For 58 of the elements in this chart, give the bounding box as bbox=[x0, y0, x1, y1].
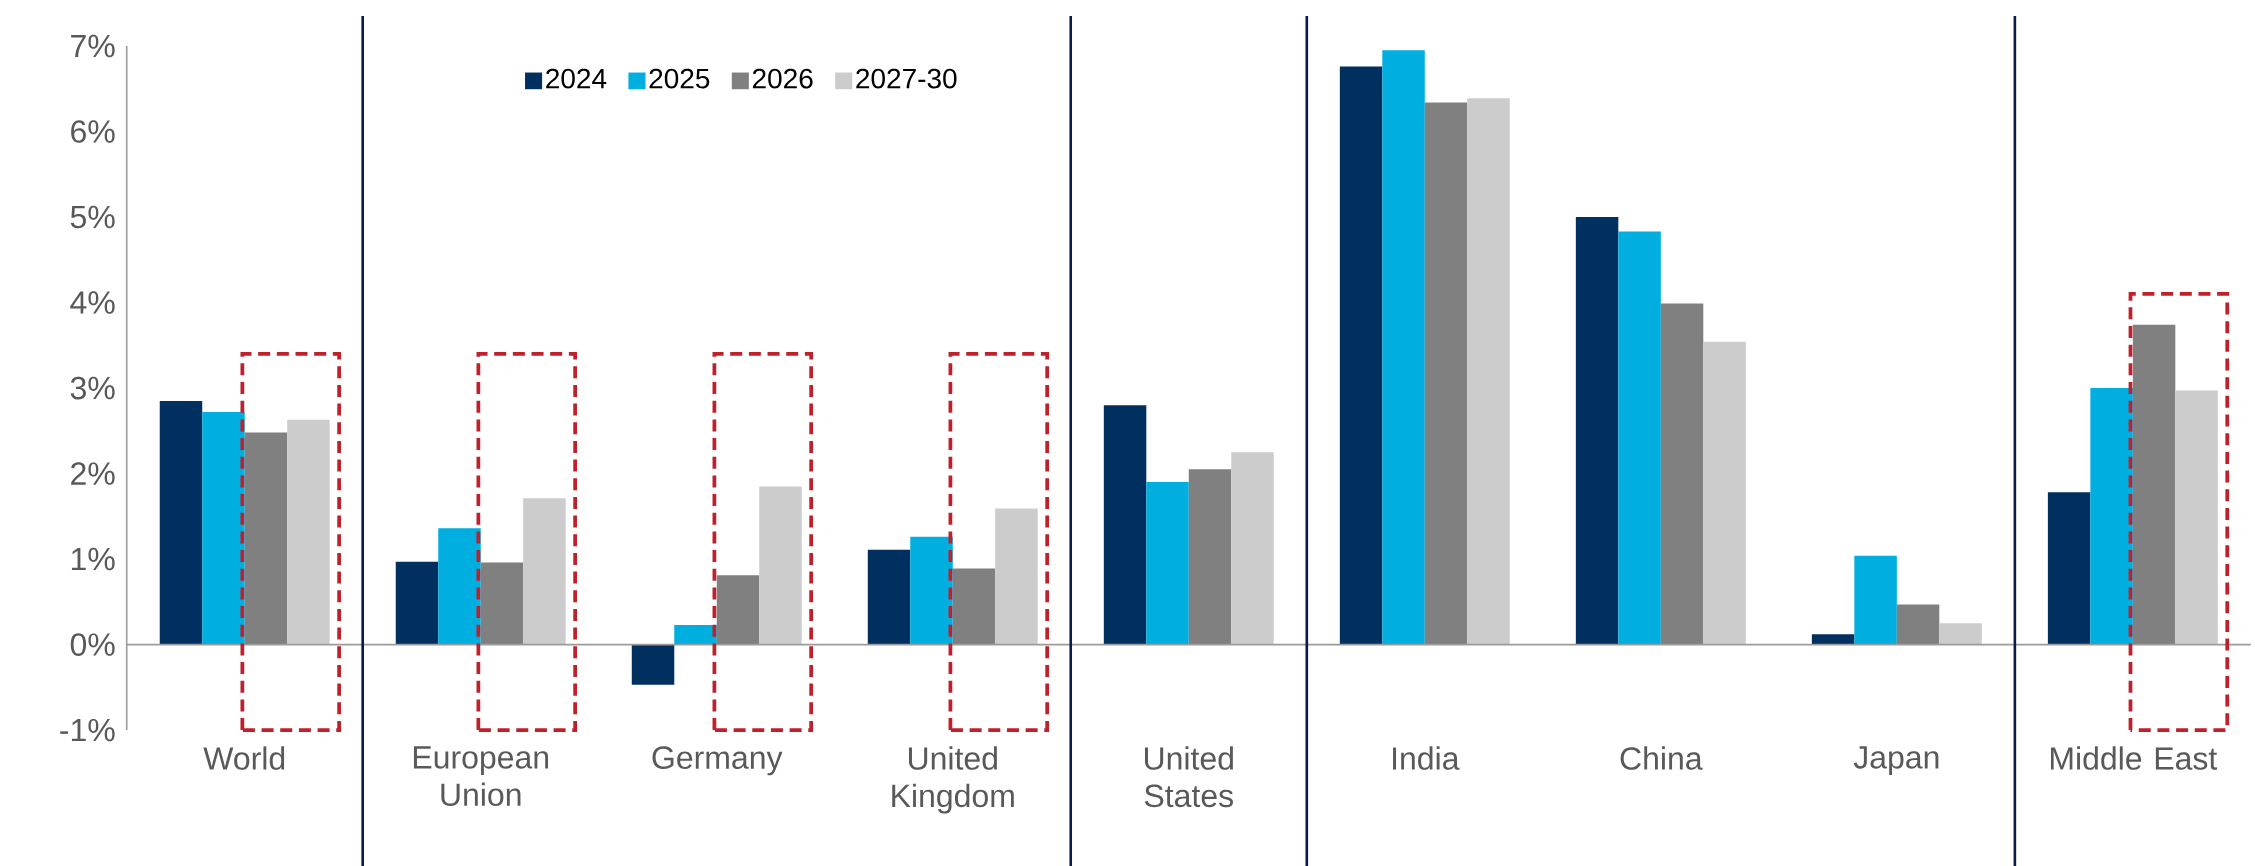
bar bbox=[759, 486, 802, 645]
bar bbox=[2132, 324, 2176, 645]
bar bbox=[1382, 50, 1425, 645]
bar bbox=[523, 498, 566, 645]
y-tick-label: 2% bbox=[71, 462, 115, 485]
y-tick-label: 3% bbox=[70, 376, 115, 400]
x-tick-label: Middle East bbox=[2050, 746, 2218, 770]
y-tick-label: 0% bbox=[70, 633, 115, 656]
bar bbox=[867, 549, 911, 645]
bar bbox=[716, 575, 760, 645]
bar bbox=[2090, 388, 2133, 645]
bar bbox=[2047, 492, 2091, 645]
bar bbox=[1339, 66, 1383, 645]
bar bbox=[2175, 390, 2218, 645]
bar bbox=[159, 400, 203, 645]
legend-label: 2026 bbox=[752, 68, 813, 89]
bar bbox=[395, 561, 439, 645]
bar bbox=[952, 568, 996, 645]
bar bbox=[1424, 102, 1468, 645]
bar bbox=[1103, 405, 1147, 645]
bar bbox=[244, 432, 288, 645]
bar bbox=[1703, 341, 1746, 645]
y-tick-label: 4% bbox=[70, 291, 115, 314]
y-tick-label: -1% bbox=[60, 718, 115, 742]
bar bbox=[910, 536, 953, 645]
x-tick-label: World bbox=[203, 746, 285, 770]
bar bbox=[995, 508, 1038, 645]
bar bbox=[480, 562, 524, 645]
bar bbox=[1939, 623, 1982, 645]
bar bbox=[1146, 482, 1189, 645]
y-tick-label: 1% bbox=[71, 547, 115, 571]
legend-label: 2027-30 bbox=[856, 68, 957, 89]
bar bbox=[1231, 452, 1274, 645]
legend-label: 2024 bbox=[546, 68, 607, 89]
bar bbox=[202, 411, 245, 645]
x-tick-label: United States bbox=[1144, 746, 1233, 808]
x-tick-label: China bbox=[1620, 746, 1703, 770]
bar bbox=[674, 624, 717, 645]
y-tick-label: 7% bbox=[71, 34, 115, 58]
bar bbox=[1896, 604, 1940, 645]
x-tick-label: Japan bbox=[1853, 746, 1939, 775]
legend-label: 2025 bbox=[649, 68, 710, 89]
bar bbox=[631, 644, 675, 685]
y-tick-label: 6% bbox=[71, 120, 115, 143]
bar bbox=[1811, 634, 1855, 645]
bar bbox=[287, 419, 330, 645]
x-tick-label: India bbox=[1393, 746, 1460, 770]
bar bbox=[1188, 469, 1232, 645]
bar bbox=[438, 528, 481, 645]
bar bbox=[1467, 98, 1510, 645]
bar bbox=[1660, 303, 1704, 645]
x-tick-label: United Kingdom bbox=[892, 746, 1014, 814]
x-tick-label: European Union bbox=[413, 746, 549, 806]
bar bbox=[1575, 216, 1619, 645]
bar bbox=[1618, 231, 1661, 645]
y-tick-label: 5% bbox=[70, 205, 115, 229]
bar bbox=[1854, 555, 1897, 645]
x-tick-label: Germany bbox=[652, 746, 783, 776]
